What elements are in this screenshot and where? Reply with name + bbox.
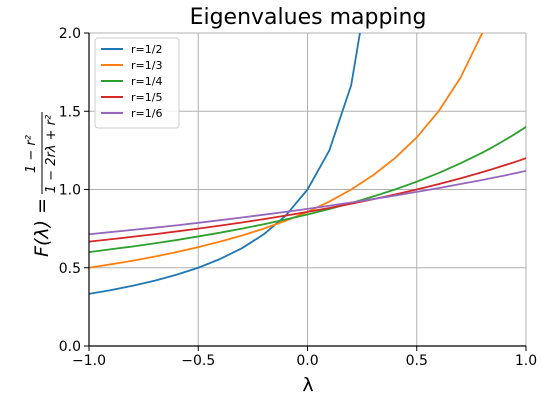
x-tick-label-3: 0.5 bbox=[406, 353, 428, 369]
series-line-3 bbox=[89, 157, 526, 243]
y-axis-label: F(λ) = 1 − r² 1 − 2rλ + r² bbox=[24, 112, 59, 257]
y-tick-label-3: 1.5 bbox=[59, 104, 81, 120]
ticks: −1.0 −0.5 0.0 0.5 1.0 0.0 0.5 1.0 1.5 2.0 bbox=[59, 26, 537, 369]
y-tick-label-2: 1.0 bbox=[59, 183, 81, 199]
series-line-4 bbox=[89, 169, 526, 236]
legend: r=1/2 r=1/3 r=1/4 r=1/5 r=1/6 bbox=[94, 37, 180, 129]
series-line-1 bbox=[89, 33, 484, 269]
legend-label-2: r=1/4 bbox=[131, 75, 162, 88]
x-tick-label-1: −0.5 bbox=[181, 353, 215, 369]
x-tick-label-4: 1.0 bbox=[515, 353, 537, 369]
legend-label-4: r=1/6 bbox=[131, 107, 162, 120]
x-tick-label-2: 0.0 bbox=[296, 353, 318, 369]
chart-title: Eigenvalues mapping bbox=[190, 5, 427, 30]
series-line-2 bbox=[89, 126, 526, 253]
legend-label-0: r=1/2 bbox=[131, 43, 162, 56]
legend-label-1: r=1/3 bbox=[131, 59, 162, 72]
legend-label-3: r=1/5 bbox=[131, 91, 162, 104]
x-axis-label: λ bbox=[302, 374, 313, 396]
legend-box bbox=[94, 37, 180, 129]
y-axis-label-numerator: 1 − r² bbox=[24, 135, 39, 173]
y-axis-label-denominator: 1 − 2rλ + r² bbox=[44, 115, 59, 193]
y-tick-label-1: 0.5 bbox=[59, 261, 81, 277]
y-axis-label-prefix: F(λ) = bbox=[31, 198, 53, 257]
y-tick-label-0: 0.0 bbox=[59, 339, 81, 355]
y-tick-label-4: 2.0 bbox=[59, 26, 81, 42]
series-line-0 bbox=[89, 33, 361, 295]
x-tick-label-0: −1.0 bbox=[72, 353, 106, 369]
series-group bbox=[89, 33, 526, 295]
